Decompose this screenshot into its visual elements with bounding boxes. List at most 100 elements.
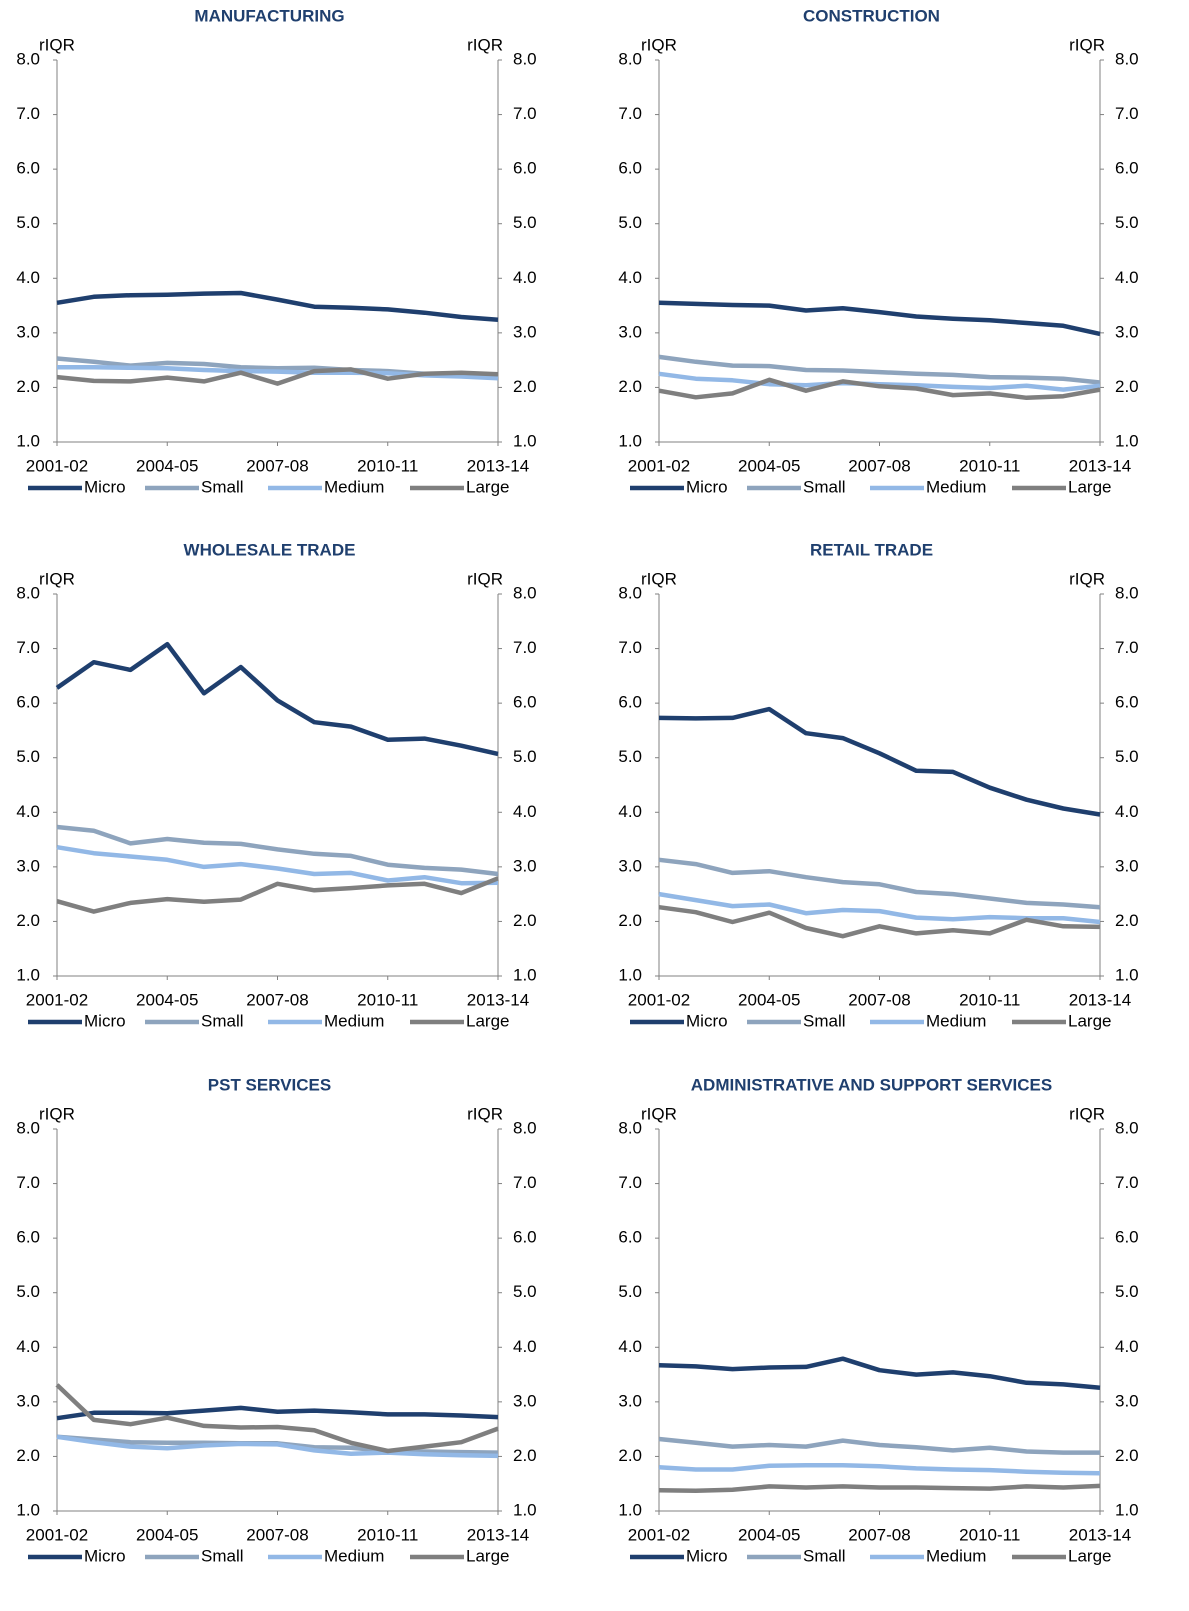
- legend-label: Medium: [324, 477, 384, 496]
- y-tick-label: 6.0: [16, 159, 40, 178]
- y2-tick-label: 4.0: [513, 268, 537, 287]
- legend-label: Medium: [926, 477, 986, 496]
- y-tick-label: 2.0: [16, 1446, 40, 1465]
- y-tick-label: 4.0: [618, 1337, 642, 1356]
- legend-label: Large: [466, 477, 509, 496]
- y-tick-label: 4.0: [16, 1337, 40, 1356]
- y-tick-label: 5.0: [618, 747, 642, 766]
- x-tick-label: 2007-08: [246, 456, 308, 475]
- y2-tick-label: 1.0: [1115, 1500, 1139, 1519]
- x-tick-label: 2001-02: [628, 456, 690, 475]
- x-tick-label: 2013-14: [467, 1525, 529, 1544]
- y2-tick-label: 2.0: [1115, 1446, 1139, 1465]
- y2-tick-label: 7.0: [513, 104, 537, 123]
- y2-tick-label: 2.0: [1115, 377, 1139, 396]
- y-tick-label: 1.0: [618, 965, 642, 984]
- y-tick-label: 3.0: [618, 322, 642, 341]
- chart-title: MANUFACTURING: [194, 6, 344, 25]
- y2-tick-label: 4.0: [1115, 1337, 1139, 1356]
- x-tick-label: 2001-02: [26, 456, 88, 475]
- y-axis-label: rIQR: [39, 1104, 75, 1123]
- y-tick-label: 1.0: [16, 1500, 40, 1519]
- series-line: [56, 1405, 499, 1421]
- legend-label: Medium: [324, 1011, 384, 1030]
- series-line: [56, 844, 499, 886]
- y2-tick-label: 8.0: [1115, 49, 1139, 68]
- y2-tick-label: 4.0: [513, 802, 537, 821]
- series-line: [658, 1483, 1101, 1494]
- x-tick-label: 2004-05: [738, 1525, 800, 1544]
- legend-label: Medium: [926, 1546, 986, 1565]
- legend-label: Micro: [686, 1546, 728, 1565]
- y-tick-label: 8.0: [618, 583, 642, 602]
- legend-label: Large: [1068, 477, 1111, 496]
- chart-title: CONSTRUCTION: [803, 6, 940, 25]
- y2-tick-label: 3.0: [1115, 856, 1139, 875]
- y-tick-label: 8.0: [16, 583, 40, 602]
- y-tick-label: 3.0: [618, 1391, 642, 1410]
- y2-axis-label: rIQR: [1069, 569, 1105, 588]
- y-tick-label: 1.0: [618, 431, 642, 450]
- y-tick-label: 5.0: [16, 213, 40, 232]
- y-tick-label: 1.0: [16, 965, 40, 984]
- y2-tick-label: 1.0: [1115, 965, 1139, 984]
- y2-tick-label: 8.0: [513, 49, 537, 68]
- legend-label: Micro: [84, 1546, 126, 1565]
- series-line: [658, 857, 1101, 910]
- y2-axis-label: rIQR: [1069, 35, 1105, 54]
- legend-label: Small: [803, 1546, 846, 1565]
- legend-label: Large: [466, 1011, 509, 1030]
- y-axis-label: rIQR: [39, 569, 75, 588]
- y-tick-label: 6.0: [618, 693, 642, 712]
- y2-tick-label: 6.0: [513, 693, 537, 712]
- legend-label: Medium: [926, 1011, 986, 1030]
- legend-label: Micro: [84, 477, 126, 496]
- y2-tick-label: 1.0: [513, 965, 537, 984]
- y2-tick-label: 5.0: [1115, 747, 1139, 766]
- y-tick-label: 5.0: [618, 1282, 642, 1301]
- y2-tick-label: 5.0: [1115, 1282, 1139, 1301]
- legend-label: Small: [201, 1011, 244, 1030]
- series-line: [56, 876, 499, 914]
- y-tick-label: 3.0: [16, 322, 40, 341]
- y2-tick-label: 8.0: [513, 583, 537, 602]
- y-tick-label: 2.0: [618, 1446, 642, 1465]
- y-tick-label: 7.0: [618, 638, 642, 657]
- y-axis-label: rIQR: [641, 35, 677, 54]
- x-tick-label: 2007-08: [848, 456, 910, 475]
- y-axis-label: rIQR: [39, 35, 75, 54]
- y-tick-label: 3.0: [618, 856, 642, 875]
- x-tick-label: 2004-05: [136, 456, 198, 475]
- y2-tick-label: 6.0: [513, 1228, 537, 1247]
- y2-tick-label: 1.0: [513, 1500, 537, 1519]
- y-tick-label: 7.0: [16, 638, 40, 657]
- y2-tick-label: 5.0: [1115, 213, 1139, 232]
- y-tick-label: 3.0: [16, 856, 40, 875]
- x-tick-label: 2007-08: [848, 1525, 910, 1544]
- y2-tick-label: 2.0: [1115, 911, 1139, 930]
- legend-label: Large: [1068, 1011, 1111, 1030]
- x-tick-label: 2013-14: [1069, 990, 1131, 1009]
- legend-label: Small: [803, 1011, 846, 1030]
- y-tick-label: 8.0: [618, 49, 642, 68]
- y-axis-label: rIQR: [641, 1104, 677, 1123]
- y2-tick-label: 1.0: [513, 431, 537, 450]
- y2-axis-label: rIQR: [467, 569, 503, 588]
- x-tick-label: 2001-02: [26, 1525, 88, 1544]
- y-tick-label: 6.0: [618, 159, 642, 178]
- x-tick-label: 2010-11: [357, 990, 418, 1009]
- y-tick-label: 7.0: [618, 104, 642, 123]
- y2-tick-label: 5.0: [513, 747, 537, 766]
- x-tick-label: 2010-11: [959, 1525, 1020, 1544]
- x-tick-label: 2004-05: [738, 990, 800, 1009]
- chart-title: RETAIL TRADE: [810, 540, 933, 559]
- y-tick-label: 5.0: [618, 213, 642, 232]
- y2-tick-label: 5.0: [513, 1282, 537, 1301]
- series-line: [56, 367, 499, 386]
- x-tick-label: 2007-08: [246, 990, 308, 1009]
- y2-tick-label: 7.0: [513, 638, 537, 657]
- y2-tick-label: 4.0: [1115, 268, 1139, 287]
- x-tick-label: 2013-14: [1069, 456, 1131, 475]
- x-tick-label: 2010-11: [357, 456, 418, 475]
